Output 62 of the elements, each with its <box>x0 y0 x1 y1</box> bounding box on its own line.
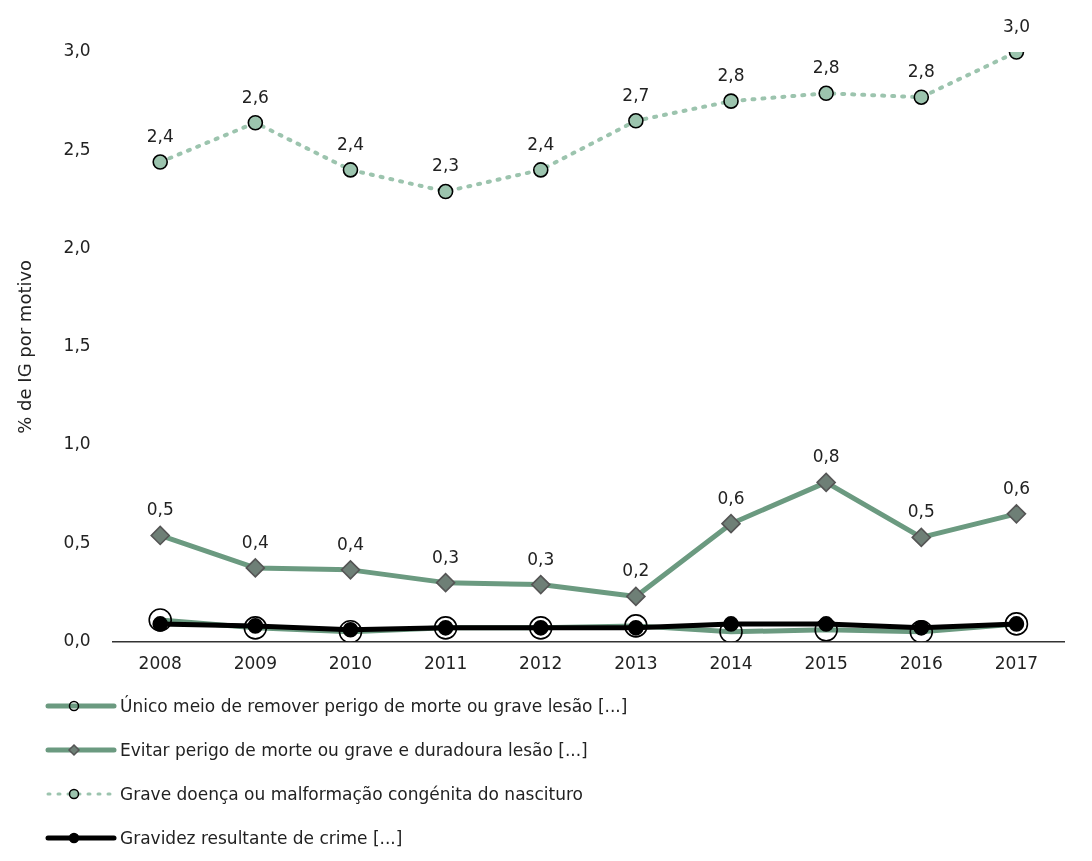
data-label: 2,8 <box>812 57 840 78</box>
point <box>340 560 361 580</box>
data-label: 0,3 <box>527 548 555 569</box>
point <box>245 558 266 578</box>
point <box>437 183 454 200</box>
x-tick-label: 2009 <box>233 653 277 674</box>
point <box>1006 504 1027 524</box>
point <box>342 162 359 178</box>
point <box>628 112 644 129</box>
point <box>818 85 834 102</box>
legend-label: Gravidez resultante de crime [...] <box>120 828 403 848</box>
point <box>723 93 739 109</box>
data-label: 2,8 <box>717 65 745 86</box>
point <box>721 513 741 534</box>
data-label: 2,4 <box>336 133 364 154</box>
data-label: 2,6 <box>241 86 269 107</box>
data-label: 0,8 <box>812 446 840 467</box>
y-tick-label: 1,0 <box>63 433 91 454</box>
point <box>816 472 836 493</box>
data-label: 0,5 <box>907 501 935 522</box>
data-label: 0,4 <box>336 533 364 554</box>
point <box>913 89 930 105</box>
y-tick-label: 3,0 <box>63 40 91 61</box>
data-label: 0,2 <box>622 560 650 581</box>
x-tick-label: 2013 <box>614 653 658 674</box>
y-axis-title: % de IG por motivo <box>14 259 36 434</box>
y-tick-label: 0,0 <box>63 630 91 651</box>
y-tick-label: 0,5 <box>63 531 91 552</box>
data-label: 0,3 <box>432 546 460 567</box>
point <box>911 527 932 548</box>
point <box>532 162 549 178</box>
legend-label: Único meio de remover perigo de morte ou grave lesão [...] <box>120 696 628 716</box>
point <box>723 616 739 632</box>
x-tick-label: 2011 <box>423 653 468 674</box>
data-label: 2,7 <box>622 84 650 105</box>
data-label: 2,8 <box>907 61 935 82</box>
legend-label: Grave doença ou malformação congénita do nascituro <box>120 784 583 804</box>
data-label: 0,4 <box>241 531 269 552</box>
x-tick-label: 2014 <box>709 653 753 674</box>
x-tick-label: 2017 <box>994 653 1039 674</box>
point <box>247 114 264 131</box>
data-label: 2,3 <box>432 155 460 176</box>
x-tick-label: 2010 <box>328 653 373 674</box>
data-label: 2,4 <box>527 133 555 154</box>
point <box>152 154 168 170</box>
data-label: 0,5 <box>146 499 174 520</box>
y-tick-label: 2,0 <box>63 236 91 257</box>
point <box>626 586 646 607</box>
x-tick-label: 2015 <box>804 653 848 674</box>
x-tick-label: 2016 <box>899 653 943 674</box>
point <box>435 572 456 593</box>
point <box>150 525 170 546</box>
x-tick-label: 2012 <box>519 653 563 674</box>
data-label: 0,6 <box>1002 477 1030 498</box>
x-tick-label: 2008 <box>138 653 182 674</box>
data-label: 3,0 <box>1002 15 1030 36</box>
data-label: 2,4 <box>146 125 174 146</box>
y-tick-label: 2,5 <box>63 138 91 159</box>
data-label: 0,6 <box>717 487 745 508</box>
legend-label: Evitar perigo de morte ou grave e duradoura lesão [...] <box>120 740 588 760</box>
y-tick-label: 1,5 <box>63 335 91 356</box>
point <box>530 574 551 595</box>
